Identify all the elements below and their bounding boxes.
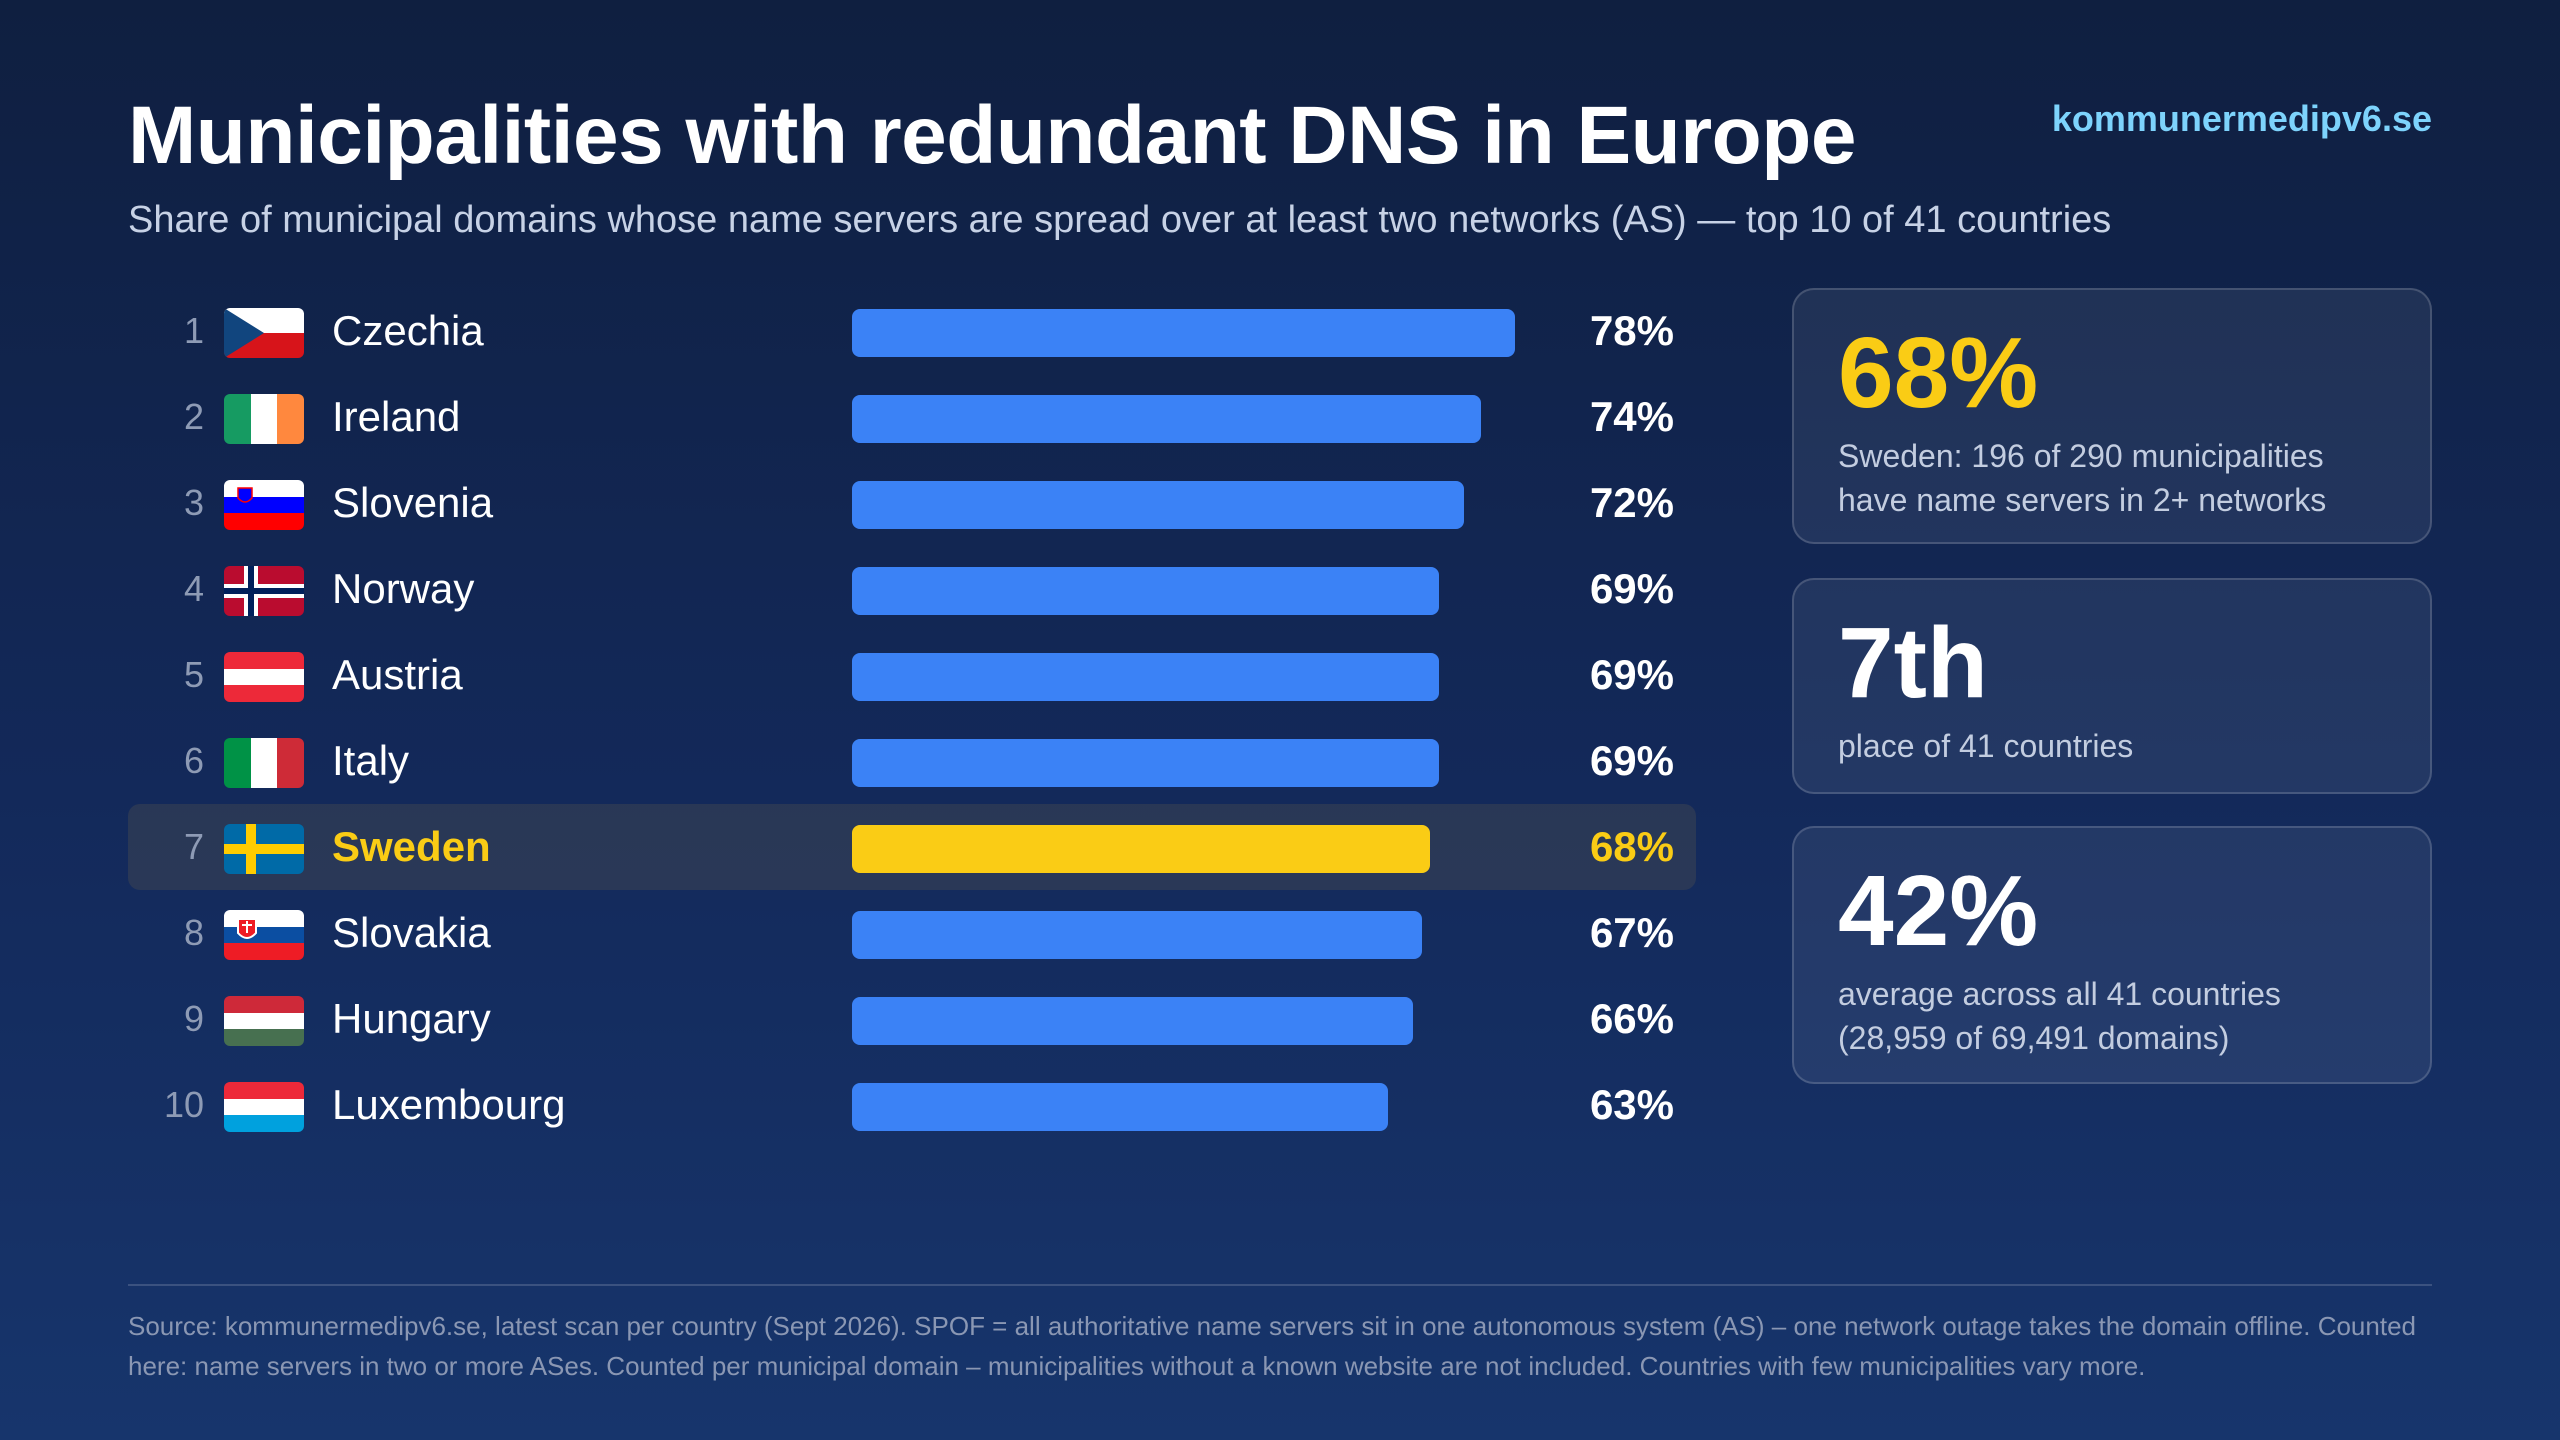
value-label: 69% bbox=[1589, 565, 1674, 612]
category-label: Italy bbox=[332, 737, 410, 784]
bar bbox=[852, 911, 1422, 959]
chart-title: Municipalities with redundant DNS in Eur… bbox=[128, 90, 1856, 181]
value-label: 66% bbox=[1589, 995, 1674, 1042]
stat-card-sweden-share: 68% Sweden: 196 of 290 municipalities ha… bbox=[1792, 288, 2432, 544]
bar bbox=[852, 997, 1413, 1045]
flag-no-icon bbox=[224, 566, 304, 616]
rank-label: 9 bbox=[183, 998, 204, 1039]
flag-sk-icon bbox=[224, 910, 304, 960]
category-label: Ireland bbox=[332, 393, 461, 440]
stat-card-average: 42% average across all 41 countries (28,… bbox=[1792, 826, 2432, 1084]
category-label: Sweden bbox=[332, 823, 491, 870]
bar bbox=[852, 653, 1439, 701]
bar bbox=[852, 1083, 1388, 1131]
stat-value: 7th bbox=[1838, 607, 1988, 719]
value-label: 72% bbox=[1589, 479, 1674, 526]
stat-description-line: average across all 41 countries bbox=[1838, 976, 2281, 1012]
value-label: 69% bbox=[1589, 651, 1674, 698]
rank-label: 2 bbox=[183, 396, 204, 437]
category-label: Luxembourg bbox=[332, 1081, 566, 1128]
value-label: 67% bbox=[1589, 909, 1674, 956]
chart-subtitle: Share of municipal domains whose name se… bbox=[128, 199, 2112, 241]
value-label: 78% bbox=[1589, 307, 1674, 354]
rank-label: 6 bbox=[183, 740, 204, 781]
bar-row: 5 Austria 69% bbox=[128, 632, 1696, 718]
stat-description-line: Sweden: 196 of 290 municipalities bbox=[1838, 438, 2324, 474]
stat-description-line: place of 41 countries bbox=[1838, 728, 2134, 764]
flag-cz-icon bbox=[224, 308, 304, 358]
bar-row: 9 Hungary 66% bbox=[128, 976, 1696, 1062]
stat-description: Sweden: 196 of 290 municipalities have n… bbox=[1838, 434, 2386, 522]
value-label: 68% bbox=[1589, 823, 1674, 870]
flag-at-icon bbox=[224, 652, 304, 702]
bar-chart: 1 Czechia 78% 2 Ireland 74% 3 Slovenia 72% 4 Norwa… bbox=[128, 288, 1696, 1148]
footer-divider bbox=[128, 1284, 2432, 1286]
category-label: Hungary bbox=[332, 995, 491, 1042]
source-line: Source: kommunermedipv6.se, latest scan … bbox=[128, 1311, 2416, 1341]
rank-label: 8 bbox=[183, 912, 204, 953]
rank-label: 4 bbox=[183, 568, 204, 609]
bar-row: 1 Czechia 78% bbox=[128, 288, 1696, 374]
bar bbox=[852, 481, 1464, 529]
bar-row: 7 Sweden 68% bbox=[128, 804, 1696, 890]
bar bbox=[852, 825, 1430, 873]
rank-label: 1 bbox=[183, 310, 204, 351]
flag-si-icon bbox=[224, 480, 304, 530]
bar-row: 2 Ireland 74% bbox=[128, 374, 1696, 460]
flag-ie-icon bbox=[224, 394, 304, 444]
rank-label: 3 bbox=[183, 482, 204, 523]
stat-value: 68% bbox=[1838, 317, 2039, 429]
bar-row: 10 Luxembourg 63% bbox=[128, 1062, 1696, 1148]
bar bbox=[852, 567, 1439, 615]
stat-description-line: have name servers in 2+ networks bbox=[1838, 482, 2327, 518]
rank-label: 7 bbox=[183, 826, 204, 867]
stat-value: 42% bbox=[1838, 855, 2039, 967]
category-label: Slovenia bbox=[332, 479, 494, 526]
value-label: 63% bbox=[1589, 1081, 1674, 1128]
bar-row: 6 Italy 69% bbox=[128, 718, 1696, 804]
bar-row: 3 Slovenia 72% bbox=[128, 460, 1696, 546]
bar bbox=[852, 739, 1439, 787]
flag-lu-icon bbox=[224, 1082, 304, 1132]
bar-row: 4 Norway 69% bbox=[128, 546, 1696, 632]
category-label: Austria bbox=[332, 651, 463, 698]
source-note: Source: kommunermedipv6.se, latest scan … bbox=[128, 1306, 2432, 1386]
rank-label: 10 bbox=[163, 1084, 204, 1125]
flag-se-icon bbox=[224, 824, 304, 874]
flag-it-icon bbox=[224, 738, 304, 788]
bar bbox=[852, 395, 1481, 443]
stat-description-line: (28,959 of 69,491 domains) bbox=[1838, 1020, 2230, 1056]
stat-description: average across all 41 countries (28,959 … bbox=[1838, 972, 2386, 1060]
rank-label: 5 bbox=[183, 654, 204, 695]
flag-hu-icon bbox=[224, 996, 304, 1046]
bar-row: 8 Slovakia 67% bbox=[128, 890, 1696, 976]
category-label: Slovakia bbox=[332, 909, 491, 956]
bar bbox=[852, 309, 1515, 357]
source-line: here: name servers in two or more ASes. … bbox=[128, 1351, 2146, 1381]
site-link[interactable]: kommunermedipv6.se bbox=[2051, 98, 2432, 139]
stat-card-sweden-rank: 7th place of 41 countries bbox=[1792, 578, 2432, 794]
value-label: 74% bbox=[1589, 393, 1674, 440]
category-label: Czechia bbox=[332, 307, 484, 354]
value-label: 69% bbox=[1589, 737, 1674, 784]
stat-description: place of 41 countries bbox=[1838, 724, 2386, 768]
category-label: Norway bbox=[332, 565, 475, 612]
